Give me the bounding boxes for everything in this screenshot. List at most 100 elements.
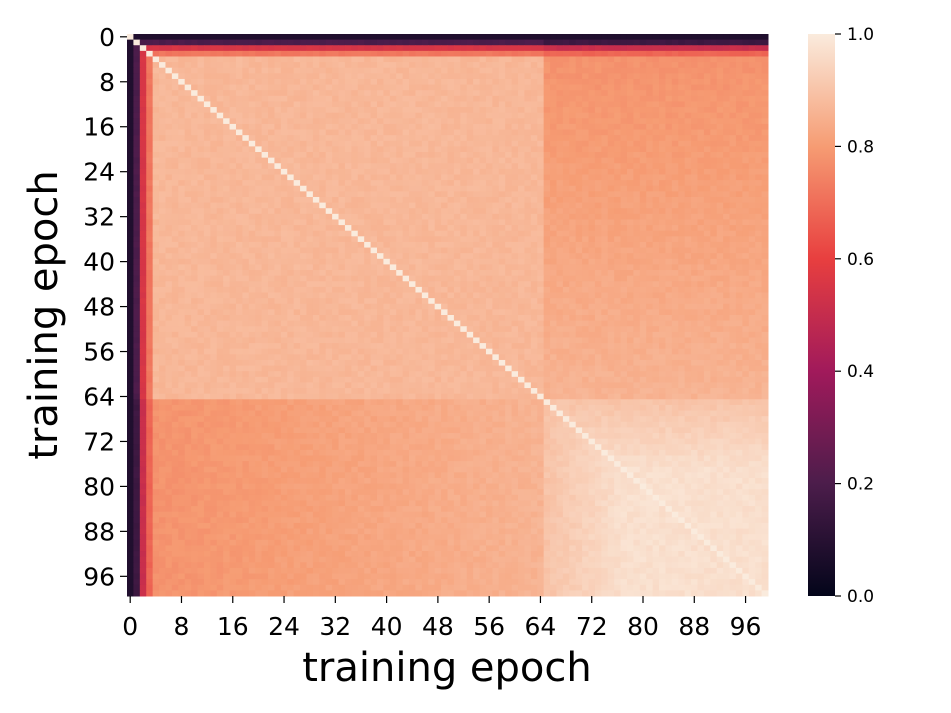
heatmap-cell [652,253,660,260]
heatmap-cell [639,101,647,108]
heatmap-cell [537,168,545,175]
heatmap-cell [255,258,263,265]
heatmap-cell [184,90,192,97]
heatmap-cell [184,241,192,249]
heatmap-cell [261,163,269,170]
heatmap-cell [165,264,173,271]
heatmap-cell [505,241,513,249]
heatmap-cell [338,202,346,209]
heatmap-cell [203,286,211,294]
heatmap-cell [235,152,243,159]
heatmap-cell [556,90,564,97]
heatmap-cell [524,298,532,305]
heatmap-cell [703,56,711,63]
heatmap-cell [697,202,705,209]
heatmap-cell [652,118,660,125]
heatmap-cell [633,202,641,209]
heatmap-cell [755,258,763,265]
heatmap-cell [428,258,436,265]
heatmap-cell [216,62,224,69]
heatmap-cell [274,180,282,187]
heatmap-cell [479,253,487,260]
heatmap-cell [364,84,372,91]
heatmap-cell [197,90,205,97]
heatmap-cell [562,45,570,52]
heatmap-cell [755,174,763,181]
heatmap-cell [319,191,327,198]
heatmap-cell [441,241,448,249]
heatmap-cell [511,135,519,142]
heatmap-cell [287,62,295,69]
heatmap-cell [376,213,384,220]
heatmap-cell [659,225,666,232]
heatmap-cell [127,286,134,294]
heatmap-cell [268,157,275,164]
heatmap-cell [684,236,692,243]
heatmap-cell [351,253,359,260]
heatmap-cell [287,84,295,91]
heatmap-cell [614,191,622,198]
heatmap-cell [165,270,173,277]
heatmap-cell [235,275,243,282]
heatmap-cell [684,202,692,209]
heatmap-cell [242,275,250,282]
heatmap-cell [197,73,205,80]
heatmap-cell [274,152,282,159]
heatmap-cell [748,191,756,198]
heatmap-cell [415,298,423,305]
heatmap-cell [434,174,442,181]
heatmap-cell [543,236,551,243]
heatmap-cell [268,281,275,288]
heatmap-cell [466,123,474,131]
heatmap-cell [351,230,359,237]
heatmap-cell [268,152,275,159]
heatmap-cell [518,208,525,215]
heatmap-cell [646,225,654,232]
heatmap-cell [428,281,436,288]
heatmap-cell [287,258,295,265]
heatmap-cell [659,270,666,277]
heatmap-cell [332,303,340,310]
heatmap-cell [498,56,506,63]
heatmap-cell [646,129,654,136]
heatmap-cell [492,180,500,187]
heatmap-cell [396,95,404,102]
heatmap-cell [184,118,192,125]
heatmap-cell [761,90,769,97]
heatmap-cell [492,157,500,164]
heatmap-cell [562,202,570,209]
heatmap-cell [550,152,557,159]
heatmap-cell [735,281,743,288]
heatmap-cell [178,112,186,119]
heatmap-cell [569,258,577,265]
heatmap-cell [485,230,493,237]
heatmap-cell [492,50,500,57]
heatmap-cell [556,107,564,114]
heatmap-cell [761,258,769,265]
heatmap-cell [415,174,423,181]
heatmap-cell [370,281,378,288]
heatmap-cell [325,180,333,187]
heatmap-cell [287,140,295,147]
heatmap-cell [684,275,692,282]
heatmap-cell [389,298,397,305]
heatmap-cell [441,73,448,80]
heatmap-cell [376,135,384,142]
heatmap-cell [678,118,686,125]
heatmap-cell [447,202,455,209]
heatmap-cell [524,247,532,254]
heatmap-cell [203,73,211,80]
heatmap-cell [453,118,461,125]
heatmap-cell [652,34,660,41]
heatmap-cell [524,129,532,136]
heatmap-cell [748,230,756,237]
heatmap-cell [306,123,314,131]
heatmap-cell [146,309,154,316]
heatmap-cell [409,101,416,108]
heatmap-cell [453,213,461,220]
heatmap-cell [370,73,378,80]
heatmap-cell [383,78,391,86]
heatmap-cell [703,73,711,80]
heatmap-cell [620,146,628,153]
